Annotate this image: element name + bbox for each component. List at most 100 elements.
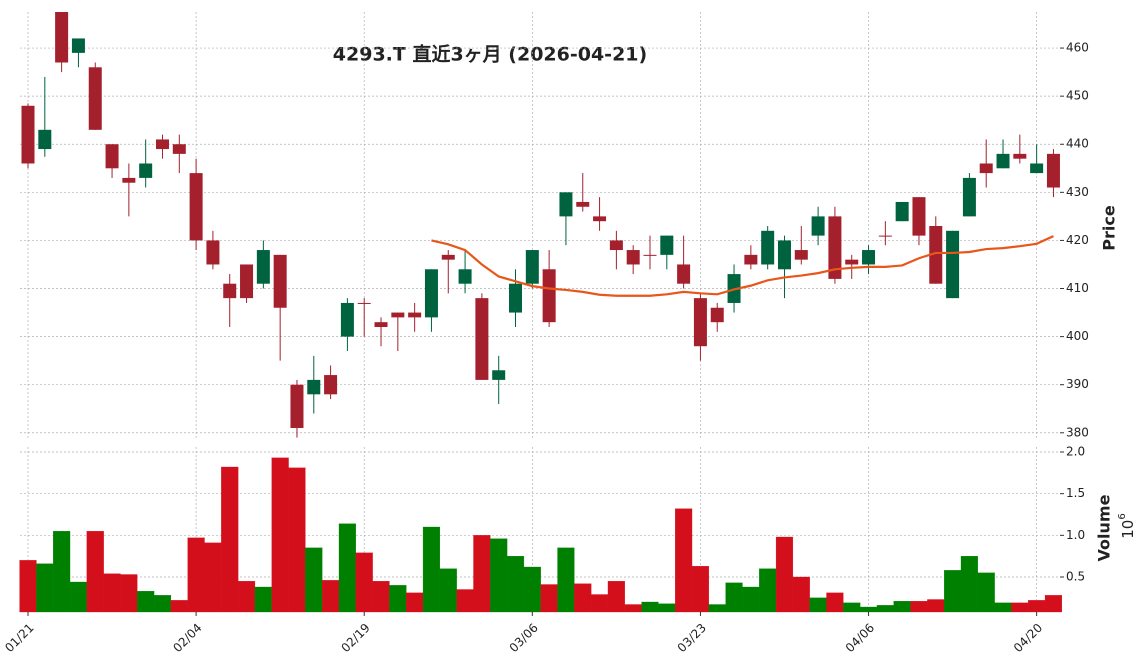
y-tick-label: 390	[1066, 377, 1089, 391]
y-tick-label: 430	[1066, 185, 1089, 199]
candle-body	[643, 254, 657, 256]
candle-body	[929, 226, 943, 284]
volume-bar	[607, 581, 625, 613]
candle-body	[525, 250, 539, 284]
volume-bar	[389, 585, 407, 613]
volume-bar	[103, 573, 121, 613]
candle-body	[122, 177, 136, 183]
candle-body	[996, 153, 1010, 169]
y-tick-label: 0.5	[1066, 570, 1085, 584]
x-tick-label: 03/23	[675, 621, 709, 655]
candle-body	[626, 250, 640, 265]
volume-bar	[19, 560, 37, 613]
x-tick-label: 03/06	[507, 621, 541, 655]
candle-body	[559, 192, 573, 217]
volume-bar	[36, 563, 54, 613]
volume-bar	[372, 581, 390, 613]
candle-body	[946, 230, 960, 299]
volume-bar	[893, 601, 911, 613]
volume-bar	[456, 589, 474, 613]
y-tick-label: 450	[1066, 89, 1089, 103]
volume-bar	[305, 547, 323, 613]
x-tick-label: 01/21	[2, 621, 36, 655]
offset-exponent: 6	[1117, 513, 1128, 519]
volume-bar	[775, 536, 794, 613]
candle-body	[845, 259, 859, 265]
volume-bar	[406, 592, 424, 613]
volume-bar	[439, 568, 457, 613]
candle-body	[458, 269, 472, 284]
candle-body	[828, 216, 842, 279]
volume-bar	[675, 508, 693, 613]
candle-body	[1013, 153, 1027, 159]
candle-body	[189, 173, 203, 241]
volume-bar	[523, 566, 541, 613]
x-tick-label: 04/20	[1011, 621, 1045, 655]
candle-body	[878, 235, 892, 237]
candle-body	[357, 302, 371, 304]
candle-body	[424, 269, 438, 318]
candle-body	[895, 201, 909, 222]
y-tick-label: 1.0	[1066, 528, 1085, 542]
volume-bar	[137, 591, 155, 613]
candle-body	[1030, 163, 1044, 174]
candle-body	[492, 370, 506, 380]
candle-body	[811, 216, 825, 236]
x-tick-label: 02/19	[338, 621, 372, 655]
volume-bar	[977, 572, 995, 613]
candle-body	[38, 129, 52, 150]
volume-bar	[725, 582, 743, 613]
volume-bar	[1011, 602, 1029, 613]
volume-bar	[792, 576, 810, 613]
candle-body	[1046, 153, 1060, 188]
volume-bar	[876, 605, 894, 613]
candle-body	[542, 269, 556, 323]
candle-body	[206, 240, 220, 265]
volume-bar	[473, 535, 491, 613]
volume-axis-label: Volume	[1095, 494, 1114, 561]
volume-bar	[338, 523, 356, 613]
volume-bar	[204, 542, 222, 613]
candle-body	[273, 254, 287, 308]
chart-title: 4293.T 直近3ヶ月 (2026-04-21)	[333, 43, 647, 66]
volume-bar	[574, 583, 592, 613]
candle-body	[710, 307, 724, 323]
volume-bar	[1028, 600, 1046, 613]
volume-bar	[658, 603, 676, 613]
volume-bar	[910, 601, 928, 613]
volume-offset: 106	[1117, 513, 1137, 538]
volume-bar	[221, 466, 239, 613]
candle-body	[593, 216, 607, 222]
volume-bar	[624, 604, 642, 613]
candle-body	[340, 302, 354, 337]
candle-body	[761, 230, 775, 265]
candle-body	[290, 384, 304, 428]
volume-bar	[422, 526, 441, 613]
candle-body	[576, 201, 590, 207]
volume-bar	[540, 584, 558, 613]
y-tick-label: 2.0	[1066, 445, 1085, 459]
volume-bar	[809, 597, 827, 613]
volume-bar	[927, 599, 945, 613]
candle-body	[408, 312, 422, 318]
candle-body	[88, 67, 102, 130]
volume-bar	[843, 602, 861, 613]
candle-body	[744, 254, 758, 265]
offset-base: 10	[1119, 520, 1137, 539]
candle-body	[979, 163, 993, 174]
candle-body	[139, 163, 153, 178]
candle-body	[660, 235, 674, 255]
volume-bar	[288, 467, 306, 613]
y-tick-label: 380	[1066, 425, 1089, 439]
candle-body	[71, 38, 85, 53]
candle-body	[441, 254, 455, 260]
volume-bar	[86, 531, 104, 613]
candle-body	[240, 264, 254, 299]
candle-body	[391, 312, 405, 318]
y-tick-label: 440	[1066, 137, 1089, 151]
candle-body	[105, 144, 119, 169]
volume-bar	[691, 566, 709, 613]
candle-body	[55, 12, 69, 63]
candle-body	[21, 105, 35, 164]
